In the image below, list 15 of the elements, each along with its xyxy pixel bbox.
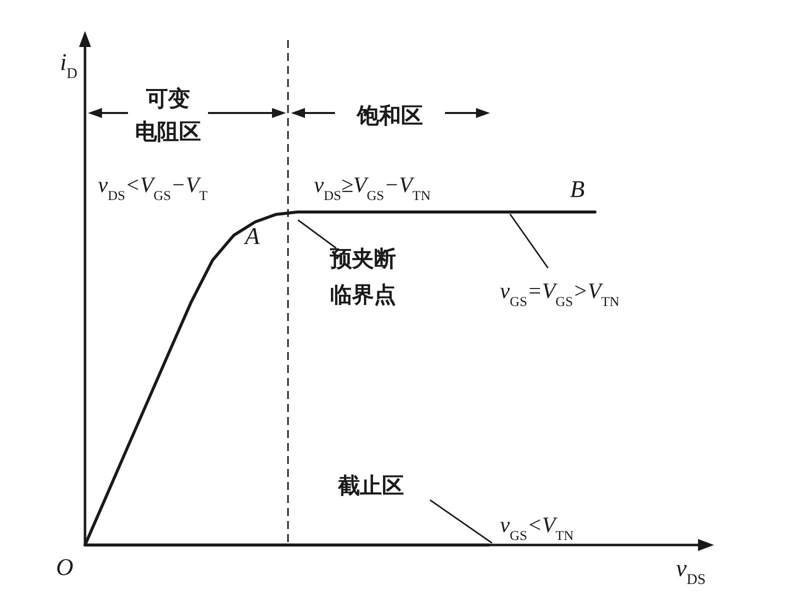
annotation: 截止区	[337, 474, 404, 499]
annotation: A	[243, 224, 260, 250]
annotation: v$_{GS}$<V$_{TN}$	[500, 512, 574, 542]
annotation: 预夹断	[329, 247, 396, 272]
text: 饱和区	[356, 104, 423, 129]
text: 可变	[145, 86, 190, 112]
annotation: v$_{GS}$=V$_{GS}$>V$_{TN}$	[500, 278, 620, 308]
text: i$_{D}$	[60, 50, 78, 82]
annotation: 临界点	[330, 283, 396, 308]
text: O	[56, 555, 74, 581]
text: v$_{DS}$<V$_{GS}$−V$_{T}$	[98, 172, 208, 202]
x-axis-title: v$_{DS}$	[676, 556, 706, 588]
text: 电阻区	[135, 120, 201, 145]
text: B	[570, 177, 585, 203]
text: v$_{DS}$≥V$_{GS}$−V$_{TN}$	[314, 172, 431, 202]
